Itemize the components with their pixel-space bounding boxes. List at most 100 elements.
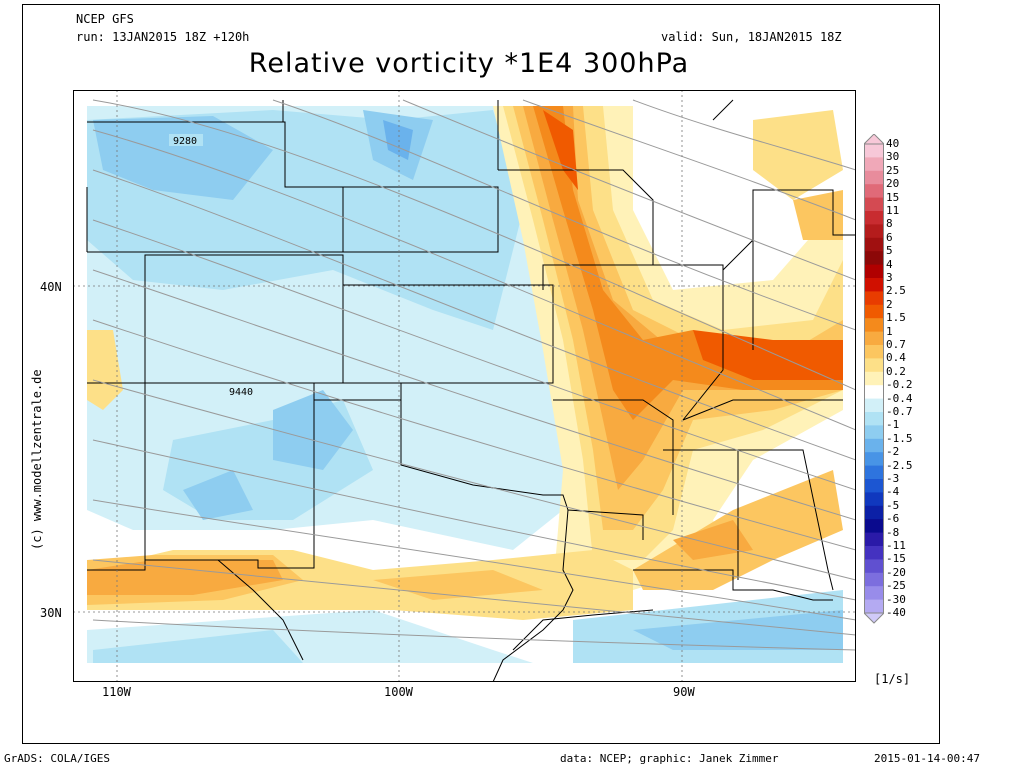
legend-cap-bottom xyxy=(864,612,884,624)
legend-swatch xyxy=(864,157,884,172)
legend-label: -5 xyxy=(886,498,900,512)
contour-label-9440: 9440 xyxy=(229,387,253,398)
legend-label: -0.4 xyxy=(886,391,913,405)
run-info: run: 13JAN2015 18Z +120h xyxy=(76,30,250,44)
legend-label: -0.2 xyxy=(886,378,913,392)
legend-swatch xyxy=(864,479,884,493)
legend-label: -1.5 xyxy=(886,431,913,445)
legend-label: -40 xyxy=(886,606,906,619)
legend-label: -15 xyxy=(886,552,906,566)
legend-label: -6 xyxy=(886,512,900,526)
legend-label: -30 xyxy=(886,592,906,606)
political-borders xyxy=(86,99,856,682)
legend-swatch xyxy=(864,264,884,279)
legend-swatch xyxy=(864,465,884,480)
legend-label: -0.7 xyxy=(886,405,913,418)
valid-time: valid: Sun, 18JAN2015 18Z xyxy=(661,30,842,44)
contour-label-group: 9280 9440 xyxy=(169,134,259,398)
legend-label: 8 xyxy=(886,217,893,231)
legend-label: -11 xyxy=(886,539,906,552)
legend-swatch xyxy=(864,331,884,346)
legend-label: 4 xyxy=(886,257,893,271)
model-name: NCEP GFS xyxy=(76,12,134,26)
legend-frame xyxy=(864,143,884,614)
height-contours xyxy=(92,99,856,651)
legend-swatch xyxy=(864,144,884,158)
legend-label: -2 xyxy=(886,445,900,459)
legend-swatch xyxy=(864,572,884,587)
legend-swatch xyxy=(864,385,884,400)
legend-label: 5 xyxy=(886,244,893,258)
legend-label: 6 xyxy=(886,230,893,244)
map-canvas: 9280 9440 xyxy=(73,90,856,682)
legend-swatch xyxy=(864,237,884,252)
legend-swatch xyxy=(864,546,884,560)
legend-swatch xyxy=(864,412,884,426)
legend-swatch xyxy=(864,492,884,507)
legend-label: -20 xyxy=(886,565,906,579)
legend-swatch xyxy=(864,599,884,614)
contour-label-9280: 9280 xyxy=(173,136,197,147)
footer-credit: data: NCEP; graphic: Janek Zimmer xyxy=(560,752,779,765)
graticule xyxy=(73,90,856,682)
legend-swatch xyxy=(864,505,884,520)
map-title: Relative vorticity *1E4 300hPa xyxy=(248,48,690,79)
legend-label: 25 xyxy=(886,163,900,177)
color-legend xyxy=(864,134,884,624)
legend-unit: [1/s] xyxy=(874,672,911,686)
legend-label: 11 xyxy=(886,204,900,217)
legend-swatch xyxy=(864,345,884,359)
legend-label: 15 xyxy=(886,190,900,204)
legend-label: -8 xyxy=(886,525,900,539)
legend-swatch xyxy=(864,291,884,306)
lon-label-90w: 90W xyxy=(673,685,695,699)
legend-label: 2.5 xyxy=(886,284,906,298)
legend-label: 1.5 xyxy=(886,311,906,325)
footer-timestamp: 2015-01-14-00:47 xyxy=(874,752,980,765)
legend-swatch xyxy=(864,532,884,547)
legend-swatch xyxy=(864,398,884,413)
legend-label: -2.5 xyxy=(886,458,913,472)
vorticity-map: 9280 9440 xyxy=(73,90,856,682)
legend-label: -1 xyxy=(886,418,900,432)
figure-frame xyxy=(22,4,940,744)
legend-label: 3 xyxy=(886,271,893,284)
legend-label: 0.4 xyxy=(886,351,906,365)
negative-vorticity-fields xyxy=(87,106,843,663)
legend-label: -3 xyxy=(886,472,900,485)
legend-swatch xyxy=(864,452,884,467)
legend-label: 20 xyxy=(886,177,900,191)
legend-swatch xyxy=(864,211,884,225)
lon-label-100w: 100W xyxy=(384,685,413,699)
positive-vorticity-fields xyxy=(87,106,843,620)
legend-swatch xyxy=(864,170,884,185)
legend-label: 1 xyxy=(886,324,893,338)
legend-label: 2 xyxy=(886,297,893,311)
legend-swatch xyxy=(864,586,884,601)
lat-label-30n: 30N xyxy=(40,606,62,620)
legend-swatch xyxy=(864,224,884,239)
legend-swatch xyxy=(864,197,884,212)
legend-label: 40 xyxy=(886,137,900,150)
legend-swatch xyxy=(864,304,884,319)
legend-label: 30 xyxy=(886,150,900,164)
lon-label-110w: 110W xyxy=(102,685,131,699)
legend-cap-top xyxy=(864,134,884,145)
legend-swatch xyxy=(864,318,884,333)
legend-label: -4 xyxy=(886,485,900,499)
legend-swatch xyxy=(864,559,884,574)
legend-swatch xyxy=(864,425,884,440)
legend-swatch xyxy=(864,371,884,386)
lat-label-40n: 40N xyxy=(40,280,62,294)
legend-label: -25 xyxy=(886,579,906,593)
legend-swatch xyxy=(864,358,884,373)
legend-swatch xyxy=(864,438,884,453)
legend-label: 0.7 xyxy=(886,338,906,351)
legend-swatch xyxy=(864,251,884,266)
legend-swatch xyxy=(864,184,884,199)
credit-watermark: (c) www.modellzentrale.de xyxy=(30,369,44,550)
legend-swatch xyxy=(864,278,884,292)
legend-swatch xyxy=(864,519,884,534)
footer-software: GrADS: COLA/IGES xyxy=(4,752,110,765)
legend-label: 0.2 xyxy=(886,364,906,378)
